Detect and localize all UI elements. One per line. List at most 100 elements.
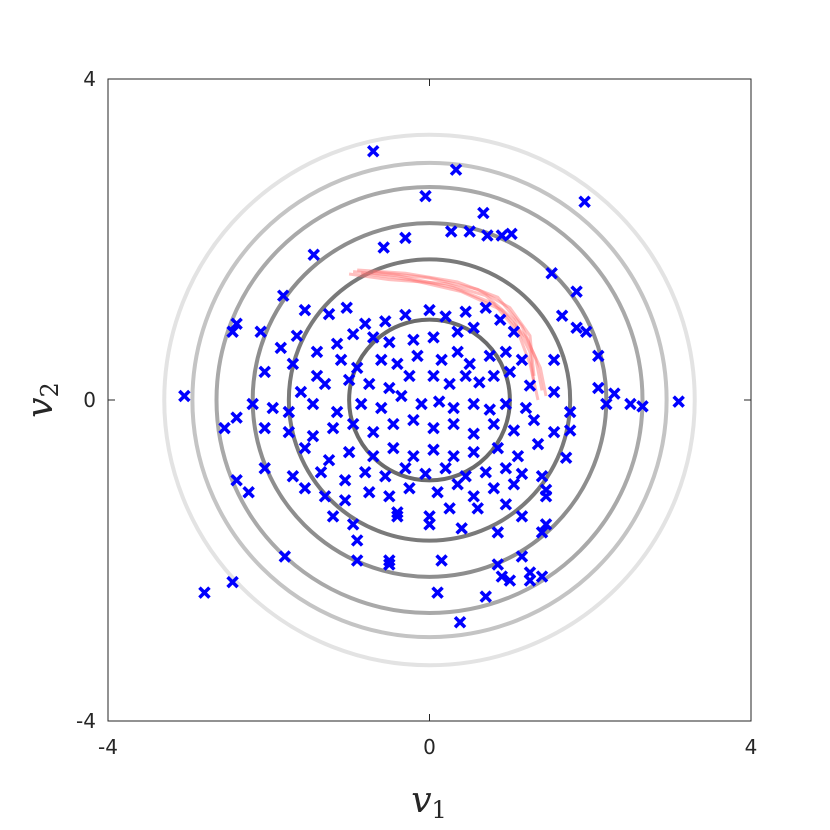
data-point-169 xyxy=(391,506,404,519)
data-point-27 xyxy=(493,313,507,326)
data-point-15 xyxy=(570,285,583,298)
data-point-135 xyxy=(379,469,392,483)
data-point-163 xyxy=(443,502,456,515)
y-tick-label: -4 xyxy=(76,709,96,733)
data-point-173 xyxy=(535,526,549,539)
data-point-31 xyxy=(579,325,593,339)
data-point-152 xyxy=(431,486,444,499)
x-tick-label: -4 xyxy=(98,735,118,759)
data-point-120 xyxy=(366,449,380,463)
contour-rings xyxy=(162,132,697,668)
data-point-156 xyxy=(507,478,521,491)
data-point-32 xyxy=(230,317,243,331)
data-point-99 xyxy=(218,421,231,435)
data-point-93 xyxy=(519,401,533,415)
data-point-116 xyxy=(563,424,577,437)
trajectory-path-3 xyxy=(361,271,548,397)
data-point-58 xyxy=(515,353,529,367)
data-point-91 xyxy=(483,403,497,416)
data-point-95 xyxy=(600,397,613,411)
data-point-12 xyxy=(495,229,509,242)
data-point-87 xyxy=(415,397,428,411)
data-point-82 xyxy=(306,397,320,411)
data-point-50 xyxy=(375,353,388,367)
data-point-46 xyxy=(286,357,300,371)
data-point-42 xyxy=(407,333,420,347)
data-point-25 xyxy=(459,305,472,318)
data-point-107 xyxy=(387,417,400,431)
data-point-134 xyxy=(358,465,372,479)
data-point-160 xyxy=(346,518,360,531)
data-point-158 xyxy=(539,490,553,503)
data-point-181 xyxy=(495,570,509,583)
data-point-5 xyxy=(477,206,490,220)
data-point-98 xyxy=(672,395,685,408)
data-point-89 xyxy=(447,401,460,415)
data-point-109 xyxy=(427,421,440,435)
data-point-56 xyxy=(483,349,497,363)
data-point-172 xyxy=(491,526,505,539)
data-point-106 xyxy=(366,425,380,439)
data-point-150 xyxy=(383,490,396,503)
data-point-7 xyxy=(377,241,390,254)
data-point-53 xyxy=(435,353,448,367)
data-point-124 xyxy=(447,449,460,463)
data-point-165 xyxy=(499,498,513,511)
data-point-182 xyxy=(503,574,517,587)
data-point-110 xyxy=(447,417,460,431)
data-point-55 xyxy=(463,357,476,371)
data-point-78 xyxy=(178,389,191,403)
data-point-57 xyxy=(499,345,513,359)
y-tick-label: 0 xyxy=(83,388,96,412)
data-point-8 xyxy=(399,231,412,245)
data-point-63 xyxy=(318,377,332,391)
data-point-147 xyxy=(318,490,332,503)
data-point-11 xyxy=(481,229,494,242)
data-point-45 xyxy=(467,321,480,335)
data-point-40 xyxy=(366,331,380,344)
contour-ring-2 xyxy=(286,257,573,543)
data-point-119 xyxy=(342,445,356,459)
data-point-117 xyxy=(298,441,312,455)
trajectory-path-4 xyxy=(373,270,536,377)
data-point-85 xyxy=(375,401,388,415)
contour-ring-6 xyxy=(162,132,697,668)
data-point-61 xyxy=(258,365,271,379)
data-point-14 xyxy=(545,266,558,280)
data-point-51 xyxy=(391,357,404,371)
data-point-84 xyxy=(354,397,368,411)
trajectory-paths xyxy=(348,268,548,401)
data-point-123 xyxy=(427,443,440,456)
data-point-100 xyxy=(230,411,243,424)
data-point-108 xyxy=(407,413,420,427)
data-point-151 xyxy=(403,482,416,495)
axis-ticks: -4 0 4 -4 0 4 xyxy=(76,67,757,759)
data-point-71 xyxy=(473,376,486,389)
data-point-66 xyxy=(383,381,396,395)
data-point-19 xyxy=(340,301,353,314)
data-point-140 xyxy=(479,465,493,479)
data-point-128 xyxy=(531,437,545,451)
data-point-48 xyxy=(334,353,348,367)
data-point-102 xyxy=(282,425,296,439)
data-point-125 xyxy=(467,445,480,459)
data-point-9 xyxy=(444,225,458,238)
data-point-190 xyxy=(383,554,396,567)
data-point-17 xyxy=(298,303,312,317)
data-point-22 xyxy=(399,308,412,322)
data-point-69 xyxy=(443,377,456,391)
data-point-28 xyxy=(507,325,521,339)
data-point-187 xyxy=(431,586,444,599)
data-point-148 xyxy=(338,494,352,507)
data-point-155 xyxy=(487,482,501,495)
data-point-105 xyxy=(346,417,360,431)
data-point-122 xyxy=(407,449,420,463)
data-point-154 xyxy=(467,490,480,503)
data-point-64 xyxy=(342,373,356,387)
data-point-136 xyxy=(399,461,412,475)
data-point-20 xyxy=(358,317,372,331)
data-point-186 xyxy=(226,575,239,589)
data-point-166 xyxy=(515,510,529,523)
data-point-54 xyxy=(451,345,464,359)
data-point-49 xyxy=(350,361,364,375)
